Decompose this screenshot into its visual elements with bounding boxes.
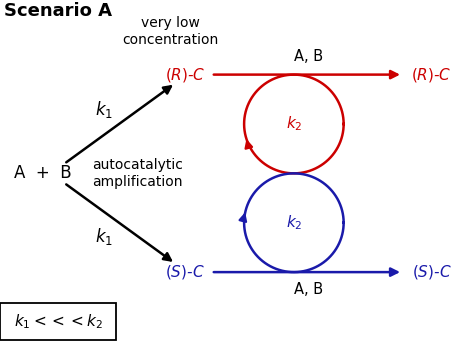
Text: $(S)$-C: $(S)$-C (411, 263, 451, 281)
Text: A  +  B: A + B (14, 164, 72, 183)
Text: A, B: A, B (293, 49, 323, 64)
Text: $k_2$: $k_2$ (286, 214, 302, 232)
Text: $k_1$: $k_1$ (95, 99, 113, 120)
Text: A, B: A, B (293, 283, 323, 297)
Text: $k_2$: $k_2$ (286, 115, 302, 133)
Text: very low
concentration: very low concentration (122, 16, 219, 47)
Text: $(R)$-C: $(R)$-C (411, 66, 452, 83)
Text: $k_1$: $k_1$ (95, 226, 113, 247)
Text: $k_1<<<k_2$: $k_1<<<k_2$ (14, 312, 102, 331)
FancyBboxPatch shape (0, 303, 116, 340)
Text: $(S)$-C: $(S)$-C (165, 263, 205, 281)
Text: $(R)$-C: $(R)$-C (164, 66, 205, 83)
Text: Scenario A: Scenario A (4, 2, 112, 20)
Text: autocatalytic
amplification: autocatalytic amplification (92, 158, 183, 189)
